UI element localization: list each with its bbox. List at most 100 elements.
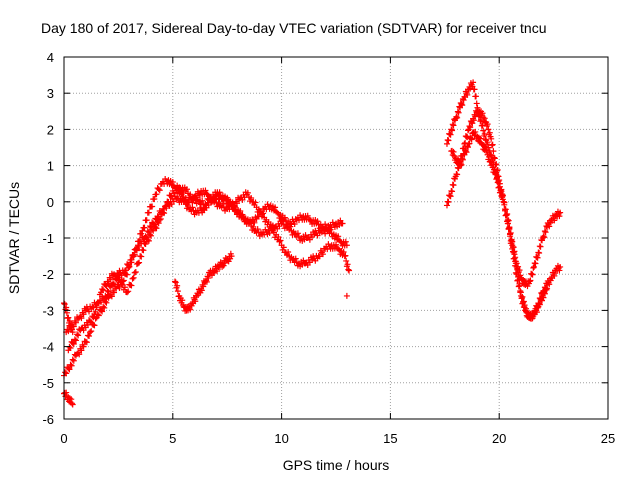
data-point-track-h [450,122,457,129]
data-point-track-c [95,299,102,306]
data-point-track-j [533,309,540,316]
data-point-track-j [511,251,518,258]
data-point-track-d [66,318,73,325]
data-point-track-b [130,253,137,260]
data-point-track-c [90,314,97,321]
y-tick-label: 2 [47,122,54,137]
data-point-track-b [111,281,118,288]
data-point-track-c [146,231,153,238]
data-point-track-c [74,331,81,338]
data-point-track-c [140,247,147,254]
data-point-track-j [507,230,514,237]
data-point-track-j [458,161,465,168]
data-point-track-c [121,284,128,291]
data-point-track-j [466,140,473,147]
y-tick-label: -4 [42,340,54,355]
y-tick-label: -5 [42,376,54,391]
data-point-track-j [502,207,509,214]
data-point-track-h [454,108,461,115]
y-tick-label: 0 [47,195,54,210]
data-point-track-a [344,261,351,268]
data-point-track-j [504,216,511,223]
data-point-track-c [163,202,170,209]
data-point-track-b [65,328,72,335]
data-point-track-j [492,170,499,177]
data-point-track-c [70,341,77,348]
data-point-track-a [280,244,287,251]
data-point-track-c [224,194,231,201]
data-point-track-h [540,233,547,240]
data-point-track-c [187,191,194,198]
data-point-track-b [105,288,112,295]
data-point-track-c [148,232,155,239]
data-point-track-c [191,193,198,200]
data-point-track-j [499,191,506,198]
data-point-track-i [450,182,457,189]
data-point-track-b [72,319,79,326]
data-point-track-j [501,201,508,208]
data-point-track-j [450,148,457,155]
data-point-track-j [483,147,490,154]
data-point-track-h [534,254,541,261]
data-point-track-h [464,91,471,98]
data-point-track-c [138,253,145,260]
data-point-track-j [517,287,524,294]
data-point-track-c [69,339,76,346]
data-point-track-j [541,290,548,297]
data-point-track-h [484,139,491,146]
data-point-track-j [459,156,466,163]
data-point-track-b [103,294,110,301]
data-point-track-h [541,228,548,235]
data-point-track-a [65,365,72,372]
data-point-track-i [514,277,521,284]
data-point-track-i [551,272,558,279]
chart-title: Day 180 of 2017, Sidereal Day-to-day VTE… [41,20,547,36]
data-point-track-i [466,123,473,130]
data-point-track-c [125,288,132,295]
data-point-track-i [443,202,450,209]
data-point-track-b [189,204,196,211]
data-point-track-j [467,135,474,142]
data-point-track-i [470,117,477,124]
data-point-track-h [529,271,536,278]
data-point-track-b [181,197,188,204]
data-point-track-a [319,251,326,258]
data-point-track-c [129,275,136,282]
data-point-track-a [153,191,160,198]
data-point-track-a [67,361,74,368]
data-point-track-c [322,221,329,228]
data-point-track-h [557,209,564,216]
data-point-track-h [458,101,465,108]
data-point-track-i [546,281,553,288]
data-point-track-f [198,287,205,294]
data-point-track-c [131,269,138,276]
data-point-track-j [514,266,521,273]
data-point-track-c [213,195,220,202]
data-point-track-c [118,277,125,284]
data-point-track-a [99,308,106,315]
data-point-track-j [516,280,523,287]
data-point-track-c [111,271,118,278]
data-point-track-h [480,127,487,134]
data-point-track-i [484,121,491,128]
data-point-track-j [468,136,475,143]
data-point-track-a [248,194,255,201]
data-point-track-a [78,347,85,354]
data-point-track-i [488,142,495,149]
data-point-track-h [556,213,563,220]
data-point-track-b [335,233,342,240]
data-point-track-b [104,287,111,294]
data-point-track-a [95,312,102,319]
data-point-track-h [537,243,544,250]
data-point-track-a [345,266,352,273]
data-point-track-a [66,366,73,373]
data-point-track-j [496,184,503,191]
data-point-track-j [519,293,526,300]
data-point-track-c [128,282,135,289]
data-point-track-a [343,257,350,264]
data-point-track-c [102,282,109,289]
data-point-track-h [530,264,537,271]
data-point-track-i [490,148,497,155]
data-point-track-j [486,153,493,160]
data-point-track-h [459,102,466,109]
